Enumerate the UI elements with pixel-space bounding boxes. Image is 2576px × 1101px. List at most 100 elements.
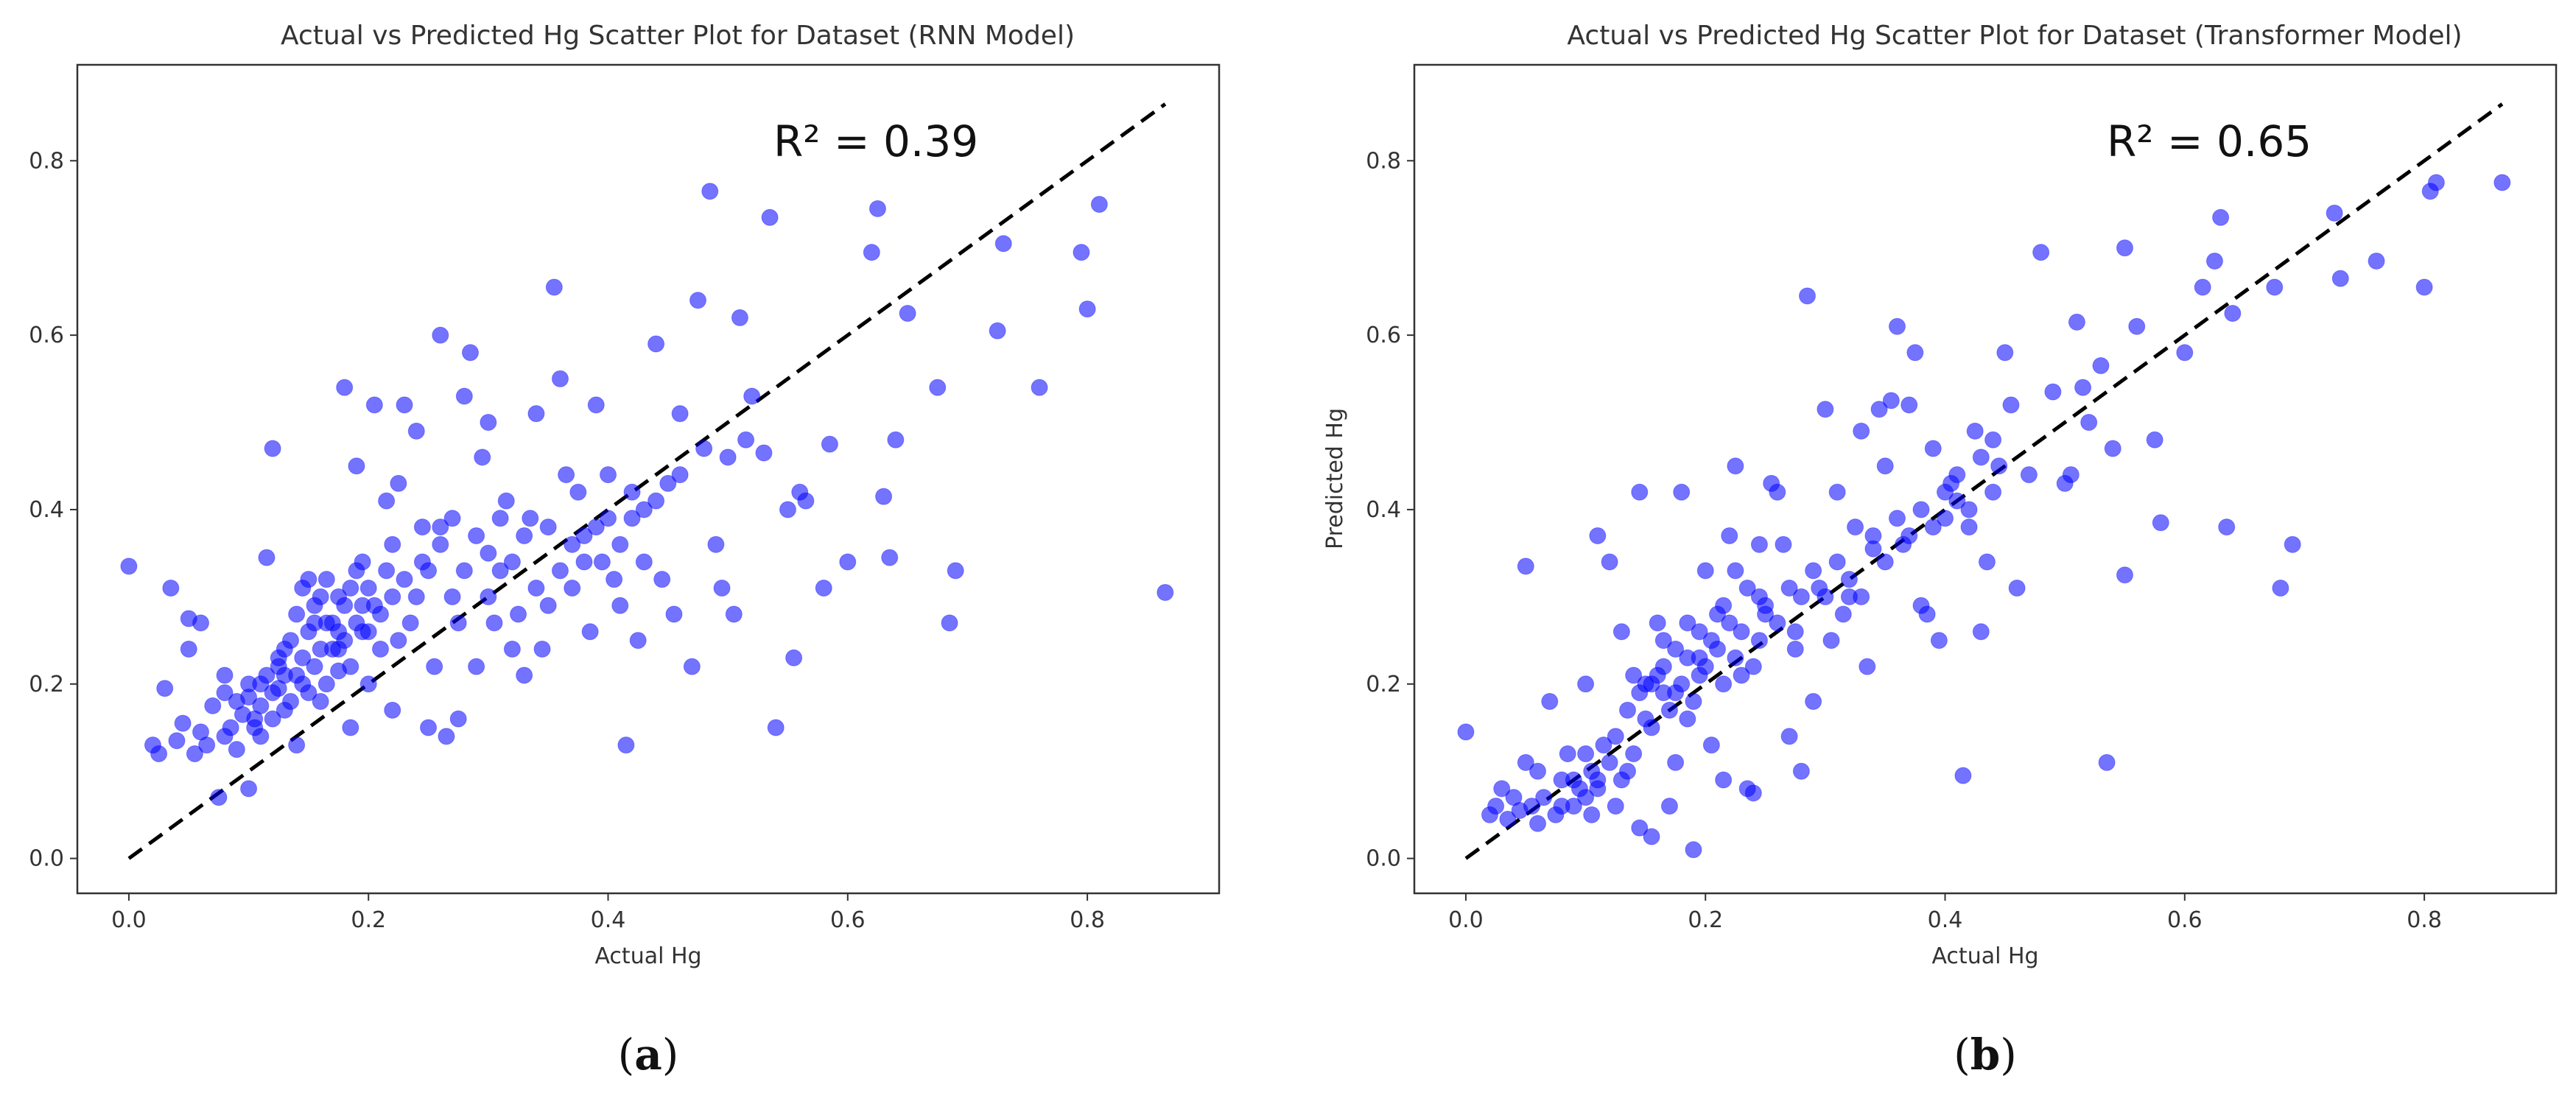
data-point (1541, 692, 1559, 710)
data-point (455, 387, 473, 405)
data-point (737, 431, 755, 449)
data-point (1966, 422, 1984, 440)
data-point (1775, 535, 1792, 553)
data-point (1733, 623, 1750, 641)
data-point (1906, 344, 1924, 362)
data-point (276, 640, 293, 658)
data-point (2176, 344, 2194, 362)
data-point (1619, 701, 1637, 719)
data-point (522, 510, 539, 527)
data-point (288, 736, 306, 754)
data-point (1948, 492, 1966, 510)
data-point (1798, 287, 1816, 305)
data-point (881, 549, 899, 566)
data-point (396, 571, 413, 588)
x-axis-label: Actual Hg (594, 943, 701, 969)
data-point (1529, 815, 1547, 832)
caption-letter: a (634, 1030, 662, 1080)
data-point (1157, 583, 1174, 601)
data-point (186, 745, 203, 763)
data-point (2218, 518, 2236, 536)
data-point (1937, 483, 1954, 501)
data-point (929, 379, 947, 396)
data-point (1780, 728, 1798, 745)
data-point (1840, 571, 1858, 588)
data-point (1685, 841, 1702, 859)
data-point (306, 614, 323, 632)
data-point (569, 483, 587, 501)
data-point (1631, 483, 1649, 501)
data-point (1691, 623, 1708, 641)
data-point (1499, 810, 1517, 828)
data-point (120, 557, 138, 575)
data-point (1654, 632, 1672, 650)
data-point (174, 714, 192, 732)
data-point (317, 571, 335, 588)
data-point (1924, 440, 1942, 457)
data-point (1744, 784, 1762, 802)
y-tick-label: 0.2 (29, 672, 64, 697)
data-point (162, 580, 180, 597)
data-point (384, 588, 401, 605)
data-point (150, 745, 168, 763)
y-tick-label: 0.6 (29, 323, 64, 348)
x-tick-label: 0.6 (830, 907, 866, 933)
data-point (647, 335, 665, 353)
data-point (2020, 466, 2038, 484)
data-point (1715, 597, 1733, 614)
data-point (875, 488, 893, 505)
data-point (635, 553, 653, 571)
data-point (797, 492, 815, 510)
data-point (1577, 745, 1595, 763)
data-point (2116, 566, 2133, 584)
data-point (1643, 719, 1660, 736)
data-point (1679, 614, 1696, 632)
data-point (1864, 527, 1882, 544)
data-point (1996, 344, 2014, 362)
data-point (761, 208, 779, 226)
caption-close: ) (2000, 1030, 2017, 1080)
axis-ticks: 0.0 0.2 0.4 0.6 0.8 0.0 0.2 0.4 0.6 0.8 (1366, 148, 2442, 933)
data-point (606, 571, 623, 588)
y-tick-label: 0.8 (29, 148, 64, 174)
data-point (671, 405, 689, 423)
data-point (1888, 317, 1906, 335)
data-point (2032, 244, 2050, 261)
data-point (1727, 649, 1744, 666)
data-point (2074, 379, 2092, 396)
data-point (438, 728, 455, 745)
plot-frame (76, 63, 1221, 895)
x-tick-label: 0.0 (1448, 907, 1484, 933)
data-point (1847, 518, 1864, 536)
data-point (623, 483, 641, 501)
data-point (1960, 501, 1978, 518)
data-point (1612, 623, 1630, 641)
data-point (617, 736, 635, 754)
data-point (246, 719, 264, 736)
data-point (330, 623, 348, 641)
data-point (1769, 614, 1786, 632)
chart-title: Actual vs Predicted Hg Scatter Plot for … (281, 21, 1075, 51)
data-point (1667, 684, 1685, 702)
data-point (420, 719, 438, 736)
data-point (539, 518, 557, 536)
data-point (461, 344, 479, 362)
data-point (432, 535, 449, 553)
data-point (2146, 431, 2163, 449)
data-point (575, 527, 593, 544)
data-point (192, 614, 210, 632)
data-point (671, 466, 689, 484)
data-point (593, 553, 611, 571)
y-tick-label: 0.4 (1366, 497, 1401, 523)
data-point (359, 675, 377, 693)
data-point (887, 431, 905, 449)
data-point (342, 658, 359, 675)
data-point (600, 510, 617, 527)
data-point (1721, 614, 1738, 632)
data-point (1565, 771, 1582, 789)
data-point (659, 474, 677, 492)
data-point (1457, 723, 1475, 741)
data-point (407, 588, 425, 605)
data-point (755, 444, 773, 462)
data-point (600, 466, 617, 484)
